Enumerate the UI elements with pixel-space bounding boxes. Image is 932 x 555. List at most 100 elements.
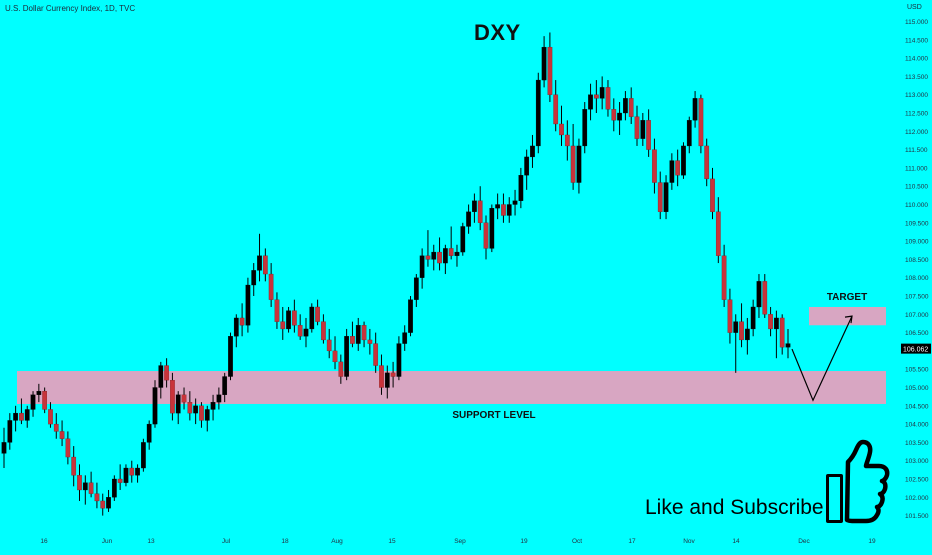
candle — [541, 36, 547, 88]
candle — [71, 446, 77, 487]
candle-body — [309, 306, 315, 330]
y-tick-label: 111.000 — [905, 165, 928, 172]
candle — [239, 303, 245, 337]
candle — [553, 80, 559, 132]
candle — [181, 387, 187, 410]
candle-body — [454, 251, 460, 256]
y-tick-label: 104.500 — [905, 403, 929, 410]
candle — [559, 105, 564, 146]
x-tick-label: 18 — [281, 538, 289, 545]
candle-body — [321, 321, 326, 341]
candle — [175, 391, 181, 425]
candle — [715, 197, 721, 264]
x-tick-label: 19 — [868, 538, 876, 545]
candle-body — [280, 321, 286, 330]
candle — [530, 134, 535, 168]
candle-body — [129, 467, 135, 476]
y-tick-label: 113.000 — [905, 92, 928, 99]
candle — [19, 398, 24, 425]
candle — [257, 233, 262, 282]
y-tick-label: 102.500 — [905, 477, 929, 484]
like-subscribe-text: Like and Subscribe — [645, 496, 824, 519]
candle-body — [77, 475, 82, 491]
candle-body — [727, 299, 733, 333]
y-tick-label: 105.000 — [905, 385, 929, 392]
x-tick-label: Oct — [572, 538, 582, 545]
candle — [681, 142, 686, 179]
symbol-header: U.S. Dollar Currency Index, 1D, TVC — [5, 4, 136, 13]
candle-body — [501, 204, 506, 216]
candle — [489, 204, 495, 253]
x-tick-label: Nov — [683, 538, 695, 545]
candle — [384, 365, 390, 399]
candle — [262, 248, 268, 282]
candle-body — [774, 317, 779, 330]
candle-body — [419, 255, 425, 278]
candle-body — [646, 120, 651, 150]
candle — [367, 328, 373, 355]
y-tick-label: 104.000 — [905, 422, 929, 429]
candle-body — [210, 401, 216, 410]
candle-body — [541, 46, 547, 81]
candle-body — [628, 98, 634, 117]
candle — [210, 394, 216, 421]
candle-body — [152, 387, 158, 425]
candle — [495, 193, 500, 220]
candle-body — [396, 343, 402, 377]
candle — [344, 328, 349, 381]
candle — [350, 321, 355, 348]
candle-body — [524, 156, 530, 176]
target-label: TARGET — [827, 292, 867, 303]
candle — [77, 464, 82, 501]
candle-body — [123, 467, 129, 483]
candle — [42, 387, 48, 414]
y-tick-label: 107.500 — [905, 294, 929, 301]
candle — [65, 431, 71, 465]
candle — [744, 317, 750, 355]
candle — [756, 274, 762, 318]
candle — [483, 215, 489, 260]
candle-body — [42, 391, 48, 410]
candle — [570, 123, 576, 190]
candle — [199, 402, 204, 428]
candle-body — [13, 412, 18, 421]
last-price-label: 106.062 — [903, 347, 928, 354]
candle — [425, 230, 431, 267]
candle-body — [535, 79, 541, 147]
candle — [512, 189, 518, 216]
candle-body — [297, 325, 303, 337]
candle-body — [286, 310, 291, 330]
y-tick-label: 101.500 — [905, 513, 929, 520]
candle — [13, 405, 18, 432]
candle-body — [594, 94, 599, 99]
candle-body — [710, 178, 715, 212]
y-tick-label: 107.000 — [905, 312, 929, 319]
candle — [402, 325, 408, 351]
candle-body — [7, 420, 13, 443]
currency-label: USD — [907, 4, 922, 11]
candle — [501, 193, 506, 223]
candle — [326, 328, 332, 359]
candle-body — [681, 145, 686, 176]
candle — [111, 475, 117, 501]
candle — [617, 102, 622, 135]
candle-body — [715, 211, 721, 256]
candle-body — [582, 109, 588, 147]
candle — [170, 372, 175, 421]
candle-body — [24, 409, 30, 421]
candle — [280, 306, 286, 340]
candle — [477, 186, 483, 231]
candle — [216, 387, 222, 410]
candle-body — [100, 500, 106, 509]
candle — [48, 402, 53, 428]
candle — [628, 87, 634, 124]
candle-body — [460, 226, 466, 253]
candle-body — [402, 332, 408, 344]
candle — [355, 317, 361, 351]
candle-body — [111, 478, 117, 498]
candle-body — [384, 372, 390, 388]
candle-body — [332, 350, 338, 363]
candle-body — [88, 482, 94, 494]
